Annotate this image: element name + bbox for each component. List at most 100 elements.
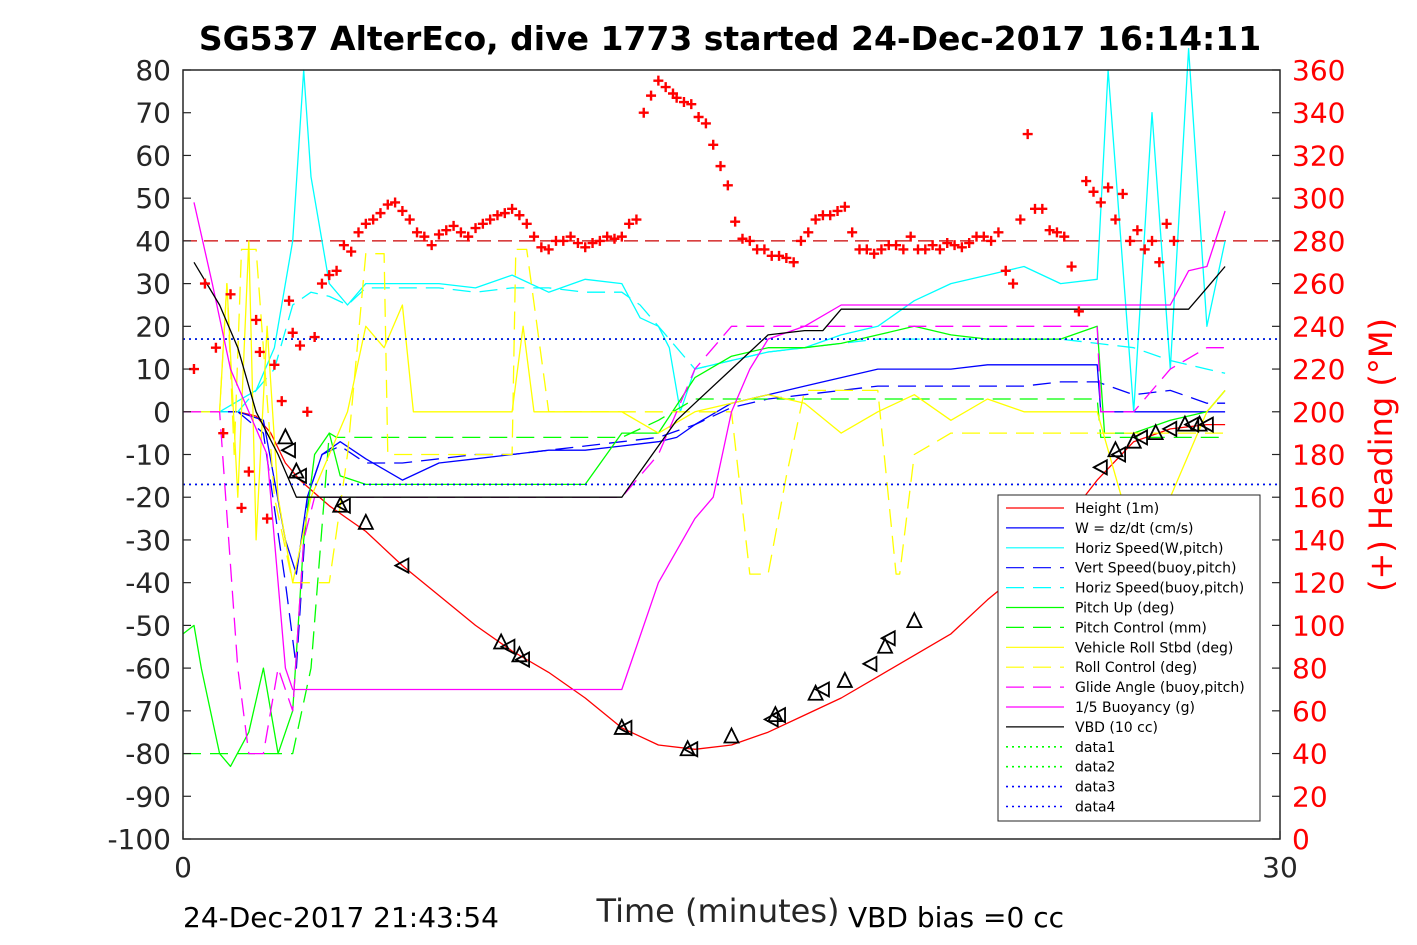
triangle-marker — [1091, 458, 1108, 476]
heading-point — [624, 218, 635, 229]
right-tick-label: 120 — [1292, 567, 1345, 600]
heading-point — [825, 210, 836, 221]
right-tick-label: 140 — [1292, 524, 1345, 557]
triangle-marker — [682, 740, 699, 758]
left-tick-label: 70 — [135, 97, 171, 130]
triangle-marker — [1197, 416, 1214, 434]
heading-point — [375, 208, 386, 219]
triangle-marker — [1125, 431, 1143, 449]
heading-point — [1044, 225, 1055, 236]
left-tick-label: -100 — [107, 823, 171, 856]
series-horiz-speed-w-pitch — [183, 47, 1226, 413]
heading-point — [781, 252, 792, 263]
heading-point — [580, 242, 591, 253]
series-vbd-10-cc — [193, 261, 1226, 498]
triangle-marker — [1161, 420, 1178, 438]
heading-point — [942, 238, 953, 249]
heading-point — [1132, 225, 1143, 236]
heading-point — [839, 201, 850, 212]
heading-point — [287, 327, 298, 338]
right-tick-label: 0 — [1292, 823, 1310, 856]
triangle-marker — [280, 441, 296, 459]
footer-vbd-bias: VBD bias =0 cc — [848, 901, 1064, 934]
heading-point — [730, 216, 741, 227]
heading-point — [708, 139, 719, 150]
right-tick-label: 160 — [1292, 481, 1345, 514]
triangle-marker — [514, 651, 530, 669]
legend-label: data1 — [1075, 740, 1115, 756]
right-tick-label: 220 — [1292, 353, 1345, 386]
heading-point — [803, 227, 814, 238]
left-axis: 80 70 60 50 40 30 20 10 0 -10 -20 -30 -40 -50 -60 -70 -8… — [107, 54, 191, 856]
right-tick-label: 300 — [1292, 182, 1345, 215]
heading-point — [956, 242, 967, 253]
triangle-marker — [814, 680, 830, 698]
heading-point — [1110, 214, 1121, 225]
legend-label: Height (1m) — [1075, 501, 1159, 517]
heading-point — [737, 233, 748, 244]
heading-point — [499, 208, 510, 219]
heading-point — [638, 107, 649, 118]
left-tick-label: -30 — [125, 524, 171, 557]
heading-point — [529, 231, 540, 242]
triangle-marker — [876, 636, 894, 654]
heading-point — [993, 227, 1004, 238]
heading-point — [543, 244, 554, 255]
heading-point — [269, 359, 280, 370]
legend-label: data3 — [1075, 780, 1115, 796]
heading-point — [295, 340, 306, 351]
heading-point — [426, 240, 437, 251]
heading-point — [978, 231, 989, 242]
heading-point — [986, 235, 997, 246]
left-tick-label: -60 — [125, 652, 171, 685]
heading-point — [1008, 278, 1019, 289]
heading-point — [905, 231, 916, 242]
right-tick-label: 180 — [1292, 439, 1345, 472]
heading-point — [832, 205, 843, 216]
heading-point — [949, 240, 960, 251]
heading-point — [1168, 235, 1179, 246]
heading-point — [646, 90, 657, 101]
heading-point — [920, 244, 931, 255]
heading-point — [1088, 186, 1099, 197]
right-tick-label: 320 — [1292, 139, 1345, 172]
heading-point — [390, 197, 401, 208]
heading-point — [1037, 203, 1048, 214]
heading-point — [774, 250, 785, 261]
heading-point — [251, 314, 262, 325]
triangle-marker — [766, 705, 784, 723]
heading-point — [276, 396, 287, 407]
heading-point — [565, 231, 576, 242]
heading-point — [594, 235, 605, 246]
heading-point — [316, 278, 327, 289]
heading-point — [558, 235, 569, 246]
left-tick-label: 50 — [135, 182, 171, 215]
heading-point — [441, 225, 452, 236]
heading-point — [869, 248, 880, 259]
heading-point — [602, 231, 613, 242]
right-tick-label: 240 — [1292, 310, 1345, 343]
legend-label: Vehicle Roll Stbd (deg) — [1075, 640, 1233, 656]
heading-point — [1073, 306, 1084, 317]
heading-point — [1103, 182, 1114, 193]
legend-label: VBD (10 cc) — [1075, 720, 1158, 736]
heading-point — [412, 227, 423, 238]
right-tick-label: 200 — [1292, 396, 1345, 429]
x-tick-label: 0 — [174, 851, 192, 884]
heading-point — [218, 428, 229, 439]
triangle-marker — [492, 632, 510, 650]
heading-point — [477, 218, 488, 229]
x-tick-label: 30 — [1262, 851, 1298, 884]
chart-title: SG537 AlterEco, dive 1773 started 24-Dec… — [199, 19, 1261, 58]
series-vert-speed-buoy-pitch — [183, 381, 1226, 669]
heading-point — [404, 214, 415, 225]
right-tick-label: 340 — [1292, 97, 1345, 130]
heading-point — [1125, 235, 1136, 246]
heading-point — [485, 214, 496, 225]
heading-point — [262, 513, 273, 524]
heading-point — [1059, 231, 1070, 242]
right-tick-label: 100 — [1292, 609, 1345, 642]
legend-label: 1/5 Buoyancy (g) — [1075, 700, 1195, 716]
heading-point — [1081, 176, 1092, 187]
